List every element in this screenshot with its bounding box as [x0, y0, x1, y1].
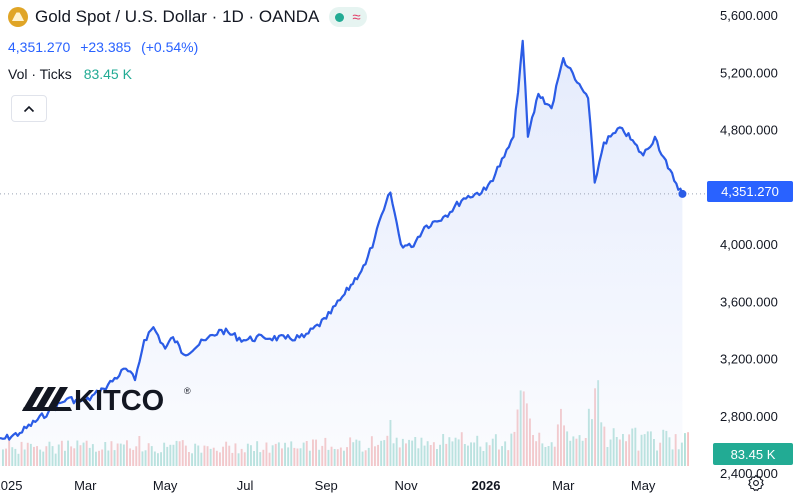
y-tick-label: 2,400.000: [720, 466, 778, 481]
y-tick-label: 5,600.000: [720, 8, 778, 23]
settings-icon[interactable]: [747, 474, 765, 492]
price-change: +23.385: [80, 39, 132, 55]
x-tick-label: Mar: [74, 478, 97, 493]
y-tick-label: 4,800.000: [720, 123, 778, 138]
kitco-logo: KITCO ®: [20, 379, 195, 420]
collapse-legend-button[interactable]: [11, 95, 47, 122]
volume-legend[interactable]: Vol · Ticks 83.45 K: [8, 66, 132, 82]
y-tick-label: 5,200.000: [720, 65, 778, 80]
price-change-percent: (+0.54%): [141, 39, 199, 55]
y-axis-labels: 5,600.0005,200.0004,800.0004,400.0004,00…: [720, 8, 778, 481]
x-tick-label: 2025: [0, 478, 22, 493]
price-area-fill: [0, 40, 683, 466]
price-line: [0, 39, 684, 441]
y-tick-label: 3,200.000: [720, 352, 778, 367]
x-tick-label: Jul: [237, 478, 254, 493]
y-tick-label: 4,000.000: [720, 237, 778, 252]
svg-text:®: ®: [184, 386, 191, 396]
market-status-pill[interactable]: ≈: [329, 7, 367, 27]
x-axis-labels: 2025 Mar May Jul Sep Nov 2026 Mar May: [0, 478, 656, 493]
last-price: 4,351.270: [8, 39, 71, 55]
volume-value: 83.45 K: [83, 66, 132, 82]
gold-coin-icon: [8, 7, 28, 27]
x-tick-label: Sep: [315, 478, 338, 493]
price-summary: 4,351.270 +23.385 (+0.54%): [8, 39, 198, 55]
chevron-up-icon: [23, 105, 35, 112]
x-tick-label: Mar: [552, 478, 575, 493]
x-tick-label: Nov: [395, 478, 419, 493]
x-tick-label: May: [631, 478, 656, 493]
volume-bar: [684, 433, 686, 466]
x-tick-label: May: [153, 478, 178, 493]
volume-label: Vol · Ticks: [8, 66, 72, 82]
market-open-dot-icon: [335, 12, 345, 22]
svg-text:KITCO: KITCO: [74, 385, 164, 415]
symbol-header[interactable]: Gold Spot / U.S. Dollar · 1D · OANDA ≈: [8, 7, 367, 27]
volume-bar: [687, 432, 689, 466]
symbol-title: Gold Spot / U.S. Dollar · 1D · OANDA: [35, 7, 320, 26]
wave-icon: ≈: [352, 8, 361, 26]
last-price-badge: 4,351.270: [707, 181, 793, 202]
x-tick-label: 2026: [472, 478, 501, 493]
y-tick-label: 2,800.000: [720, 409, 778, 424]
y-tick-label: 3,600.000: [720, 294, 778, 309]
last-price-dot: [678, 189, 687, 198]
last-volume-badge: 83.45 K: [713, 443, 793, 465]
